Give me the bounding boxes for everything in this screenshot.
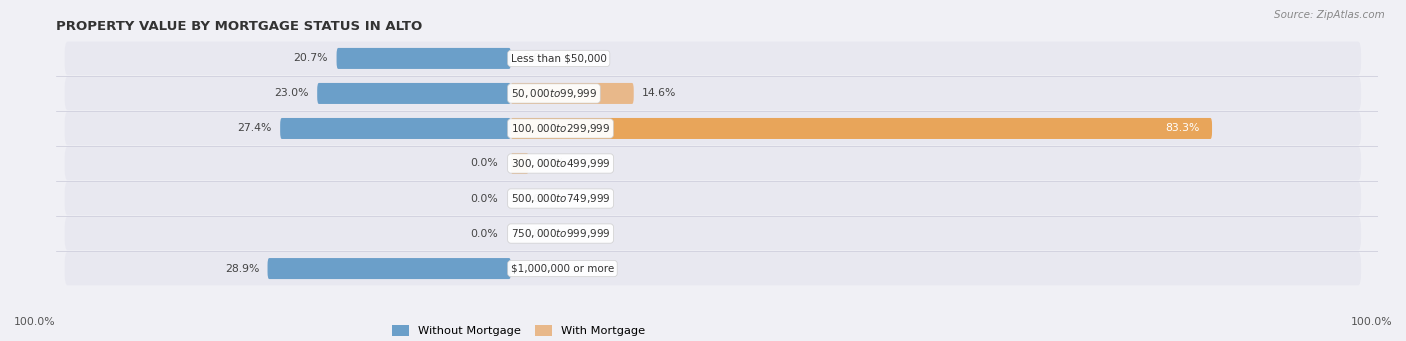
FancyBboxPatch shape — [65, 182, 1361, 215]
Legend: Without Mortgage, With Mortgage: Without Mortgage, With Mortgage — [388, 321, 650, 341]
Text: 0.0%: 0.0% — [523, 193, 551, 204]
FancyBboxPatch shape — [510, 153, 529, 174]
FancyBboxPatch shape — [65, 252, 1361, 285]
Text: $750,000 to $999,999: $750,000 to $999,999 — [510, 227, 610, 240]
FancyBboxPatch shape — [280, 118, 510, 139]
Text: Source: ZipAtlas.com: Source: ZipAtlas.com — [1274, 10, 1385, 20]
FancyBboxPatch shape — [318, 83, 510, 104]
FancyBboxPatch shape — [267, 258, 510, 279]
Text: 20.7%: 20.7% — [294, 54, 328, 63]
FancyBboxPatch shape — [65, 217, 1361, 250]
Text: $500,000 to $749,999: $500,000 to $749,999 — [510, 192, 610, 205]
Text: Less than $50,000: Less than $50,000 — [510, 54, 607, 63]
FancyBboxPatch shape — [65, 147, 1361, 180]
Text: 27.4%: 27.4% — [238, 123, 271, 133]
Text: 28.9%: 28.9% — [225, 264, 259, 273]
Text: $300,000 to $499,999: $300,000 to $499,999 — [510, 157, 610, 170]
Text: 2.1%: 2.1% — [537, 159, 564, 168]
Text: $1,000,000 or more: $1,000,000 or more — [510, 264, 614, 273]
Text: 0.0%: 0.0% — [471, 193, 498, 204]
FancyBboxPatch shape — [336, 48, 510, 69]
FancyBboxPatch shape — [510, 83, 634, 104]
Text: 83.3%: 83.3% — [1166, 123, 1199, 133]
Text: $100,000 to $299,999: $100,000 to $299,999 — [510, 122, 610, 135]
FancyBboxPatch shape — [510, 118, 1212, 139]
Text: $50,000 to $99,999: $50,000 to $99,999 — [510, 87, 598, 100]
Text: PROPERTY VALUE BY MORTGAGE STATUS IN ALTO: PROPERTY VALUE BY MORTGAGE STATUS IN ALT… — [56, 20, 422, 33]
Text: 0.0%: 0.0% — [523, 54, 551, 63]
Text: 0.0%: 0.0% — [523, 228, 551, 239]
Text: 0.0%: 0.0% — [471, 228, 498, 239]
FancyBboxPatch shape — [65, 112, 1361, 145]
Text: 100.0%: 100.0% — [14, 317, 56, 327]
Text: 0.0%: 0.0% — [523, 264, 551, 273]
Text: 14.6%: 14.6% — [643, 88, 676, 99]
Text: 100.0%: 100.0% — [1350, 317, 1392, 327]
Text: 23.0%: 23.0% — [274, 88, 309, 99]
Text: 0.0%: 0.0% — [471, 159, 498, 168]
FancyBboxPatch shape — [65, 77, 1361, 110]
FancyBboxPatch shape — [65, 42, 1361, 75]
